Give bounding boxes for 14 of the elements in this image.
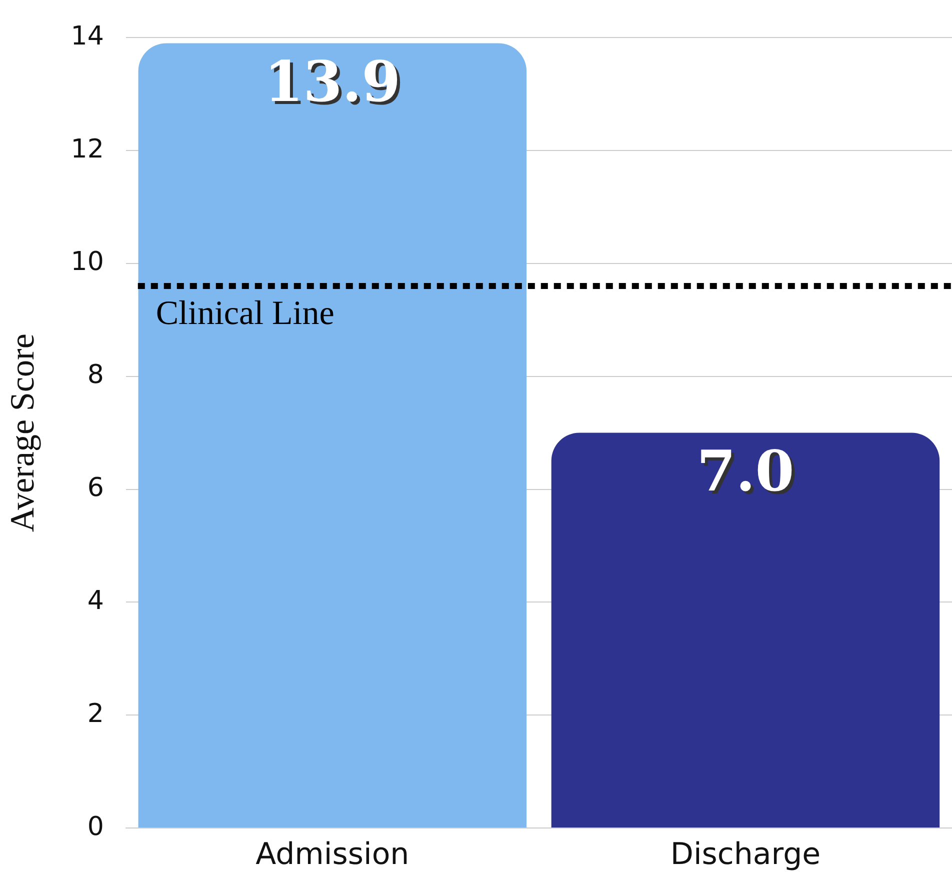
y-tick-label: 8 (87, 360, 104, 390)
x-tick-label: Discharge (670, 836, 821, 872)
data-label: 7.0 (696, 438, 794, 504)
y-tick-label: 0 (87, 812, 104, 842)
x-tick-label: Admission (256, 836, 410, 872)
y-tick-label: 6 (87, 473, 104, 504)
data-label: 13.9 (264, 48, 401, 115)
y-tick-label: 10 (70, 247, 104, 278)
y-axis-title: Average Score (4, 334, 42, 532)
y-tick-label: 12 (70, 134, 104, 164)
y-tick-label: 14 (70, 21, 104, 52)
ref-line-label: Clinical Line (156, 294, 334, 332)
y-tick-label: 4 (87, 586, 104, 616)
y-tick-label: 2 (87, 698, 104, 729)
